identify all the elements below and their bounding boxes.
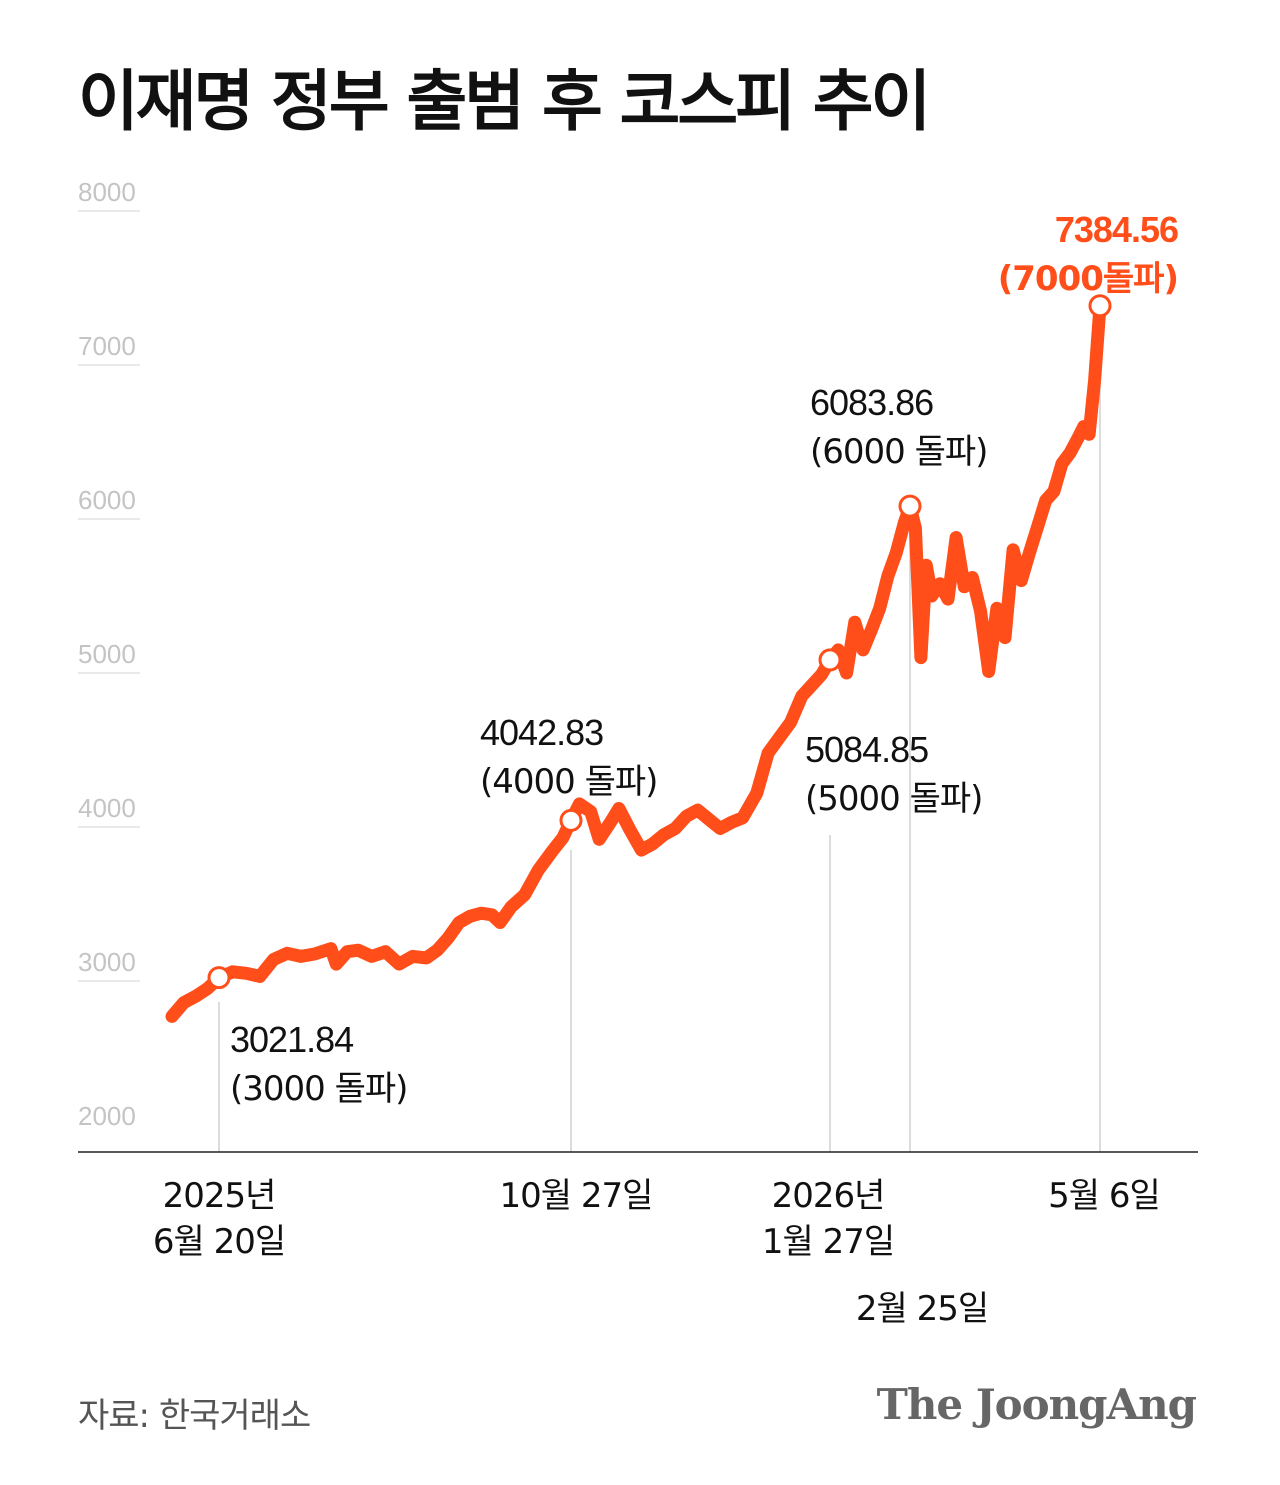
y-tick-label: 4000 [78, 793, 136, 823]
x-axis-label: 5월 6일 [1048, 1176, 1160, 1216]
y-tick-label: 3000 [78, 947, 136, 977]
annotation-value: 7384.56 [1055, 209, 1178, 250]
chart-title: 이재명 정부 출범 후 코스피 추이 [78, 63, 931, 140]
y-axis: 8000 7000 6000 5000 4000 3000 2000 [78, 177, 140, 1131]
annotation-marker [898, 494, 922, 518]
x-axis-label: 10월 27일 [500, 1176, 653, 1216]
annotation-value: 6083.86 [810, 382, 933, 423]
x-axis-label: 2026년 [772, 1176, 885, 1216]
annotation-value: 3021.84 [230, 1019, 353, 1060]
annotation-sublabel: (6000 돌파) [810, 432, 987, 472]
source-note: 자료: 한국거래소 [78, 1396, 311, 1436]
y-tick-label: 2000 [78, 1101, 136, 1131]
annotation-marker [818, 648, 842, 672]
x-axis-label: 1월 27일 [762, 1222, 894, 1262]
annotation-value: 4042.83 [480, 712, 603, 753]
annotation-sublabel: (7000돌파) [998, 259, 1178, 299]
series-group [165, 299, 1107, 1023]
kospi-line-chart: 8000 7000 6000 5000 4000 3000 2000 3021.84 (300… [78, 177, 1198, 1329]
annotation-marker [1088, 294, 1112, 318]
x-axis-label: 2025년 [163, 1176, 276, 1216]
annotation-marker [559, 808, 583, 832]
annotation-markers [207, 294, 1112, 990]
publisher-logo: The JoongAng [876, 1380, 1197, 1429]
y-tick-label: 8000 [78, 177, 136, 207]
y-tick-label: 5000 [78, 639, 136, 669]
y-tick-label: 6000 [78, 485, 136, 515]
annotation-sublabel: (4000 돌파) [480, 762, 657, 802]
annotation-value: 5084.85 [805, 729, 928, 770]
annotation-sublabel: (5000 돌파) [805, 779, 982, 819]
annotation-sublabel: (3000 돌파) [230, 1069, 407, 1109]
y-tick-label: 7000 [78, 331, 136, 361]
annotation-labels: 3021.84 (3000 돌파) 4042.83 (4000 돌파) 5084.85 (… [230, 209, 1179, 1109]
annotation-guidelines [218, 340, 1101, 1152]
kospi-series-line [165, 299, 1107, 1023]
annotation-marker [207, 966, 231, 990]
x-axis-label: 6월 20일 [153, 1222, 285, 1262]
x-axis-labels: 2025년 6월 20일 10월 27일 2026년 1월 27일 2월 25일 5월 6일 [153, 1176, 1161, 1329]
x-axis-label: 2월 25일 [856, 1289, 988, 1329]
